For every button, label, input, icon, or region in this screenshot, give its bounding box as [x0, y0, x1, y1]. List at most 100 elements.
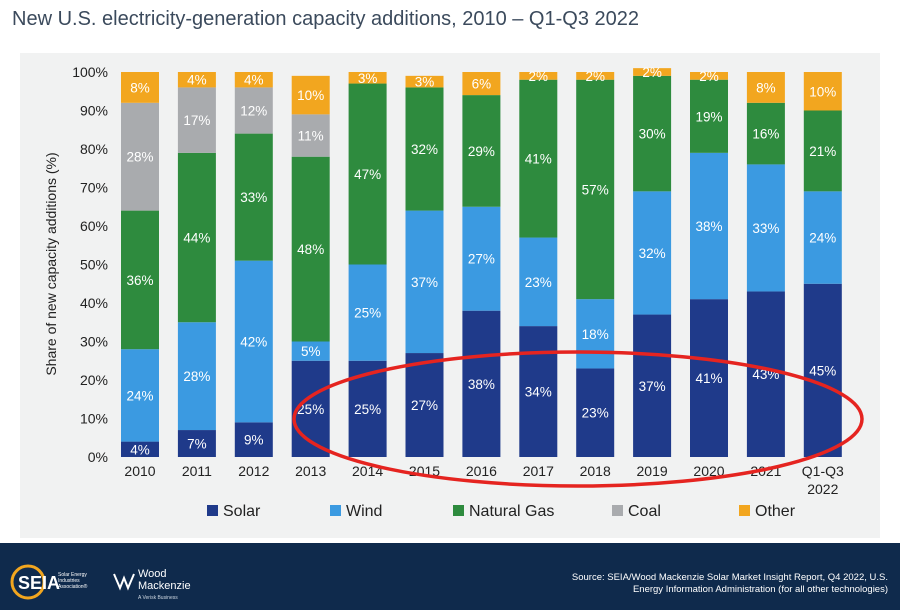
data-label-solar: 41% [695, 371, 722, 386]
data-label-wind: 25% [354, 306, 381, 321]
legend-swatch-other [739, 505, 750, 516]
y-tick-label: 50% [80, 257, 108, 273]
seia-logo-text: SEIA [18, 573, 60, 593]
bar-wind [291, 341, 330, 361]
data-label-wind: 24% [126, 388, 153, 403]
y-tick-label: 100% [72, 64, 108, 80]
legend-swatch-coal [612, 505, 623, 516]
bar-wind [633, 191, 672, 315]
bar-other [690, 72, 728, 80]
data-label-other: 8% [756, 80, 776, 95]
bar-other [803, 72, 842, 111]
bar-solar [121, 441, 159, 457]
data-label-coal: 11% [298, 129, 324, 144]
x-tick-label: 2010 [124, 463, 155, 479]
bar-natural-gas [633, 75, 672, 192]
bar-wind [519, 237, 558, 327]
chart-title: New U.S. electricity-generation capacity… [12, 8, 640, 30]
legend-swatch-wind [330, 505, 341, 516]
y-tick-label: 70% [80, 180, 108, 196]
data-label-solar: 4% [130, 442, 150, 457]
bar-other [405, 75, 444, 88]
bar-wind [746, 164, 785, 292]
bar-coal [121, 102, 159, 211]
legend-label-wind: Wind [346, 503, 382, 520]
x-tick-label: 2013 [295, 463, 326, 479]
data-label-solar: 45% [809, 363, 836, 378]
bar-other [746, 72, 785, 103]
data-label-other: 8% [130, 80, 150, 95]
bar-natural-gas [746, 102, 785, 165]
y-tick-label: 0% [88, 449, 108, 465]
bar-wind [348, 264, 387, 361]
data-label-solar: 25% [297, 402, 324, 417]
data-label-other: 4% [187, 73, 207, 88]
bar-natural-gas [803, 110, 842, 192]
data-label-coal: 28% [126, 150, 153, 165]
legend-swatch-natural-gas [453, 505, 464, 516]
annotation-ellipse [292, 350, 864, 488]
source-line-1: Source: SEIA/Wood Mackenzie Solar Market… [571, 572, 888, 583]
x-tick-label: 2017 [523, 463, 554, 479]
svg-text:Mackenzie: Mackenzie [138, 580, 191, 592]
data-label-solar: 27% [411, 398, 438, 413]
data-label-coal: 12% [240, 104, 267, 119]
bar-coal [177, 87, 216, 153]
bar-other [291, 75, 330, 115]
data-label-other: 6% [472, 77, 492, 92]
x-tick-label: 2022 [807, 481, 838, 497]
wood-mackenzie-sub: A Verisk Business [138, 595, 178, 601]
x-tick-label: 2016 [466, 463, 497, 479]
data-label-natural-gas: 30% [639, 127, 666, 142]
data-label-natural-gas: 47% [354, 167, 381, 182]
data-label-other: 3% [415, 75, 435, 90]
data-label-wind: 5% [301, 344, 321, 359]
bar-wind [803, 191, 842, 284]
source-note: Source: SEIA/Wood Mackenzie Solar Market… [468, 572, 888, 596]
bar-wind [121, 349, 159, 442]
data-label-wind: 32% [639, 246, 666, 261]
legend-label-other: Other [755, 503, 796, 520]
y-axis-label: Share of new capacity additions (%) [43, 152, 59, 375]
data-label-wind: 33% [752, 221, 779, 236]
data-label-natural-gas: 48% [297, 242, 324, 257]
bar-solar [746, 291, 785, 457]
y-tick-label: 30% [80, 334, 108, 350]
bar-other [348, 72, 387, 84]
y-tick-label: 60% [80, 218, 108, 234]
bar-natural-gas [177, 152, 216, 323]
bar-natural-gas [405, 87, 444, 211]
bar-natural-gas [348, 83, 387, 265]
bar-natural-gas [121, 210, 159, 350]
data-label-natural-gas: 44% [183, 231, 210, 246]
data-label-solar: 9% [244, 433, 264, 448]
bar-solar [462, 310, 501, 457]
bar-coal [234, 87, 273, 134]
x-tick-label: 2019 [637, 463, 668, 479]
bar-other [234, 72, 273, 88]
x-tick-label: 2011 [182, 463, 212, 479]
bar-solar [576, 368, 615, 457]
bar-solar [690, 299, 728, 457]
bar-solar [177, 430, 216, 457]
wood-mackenzie-logo: Wood Mackenzie A Verisk Business [113, 568, 191, 601]
bar-natural-gas [234, 133, 273, 261]
bar-wind [234, 260, 273, 423]
bar-other [576, 72, 615, 80]
legend-label-solar: Solar [223, 503, 261, 520]
data-label-other: 10% [809, 84, 836, 99]
data-label-natural-gas: 21% [809, 144, 836, 159]
x-tick-label: Q1-Q3 [802, 463, 844, 479]
bar-natural-gas [690, 79, 728, 153]
data-label-natural-gas: 33% [240, 190, 267, 205]
data-label-other: 2% [529, 69, 549, 84]
bar-solar [803, 283, 842, 457]
bar-other [121, 72, 159, 103]
bar-wind [405, 210, 444, 354]
bar-wind [462, 206, 501, 311]
bar-solar [234, 422, 273, 457]
chart-panel [20, 53, 880, 538]
data-label-natural-gas: 32% [411, 142, 438, 157]
data-label-natural-gas: 57% [582, 182, 609, 197]
legend-label-coal: Coal [628, 503, 661, 520]
